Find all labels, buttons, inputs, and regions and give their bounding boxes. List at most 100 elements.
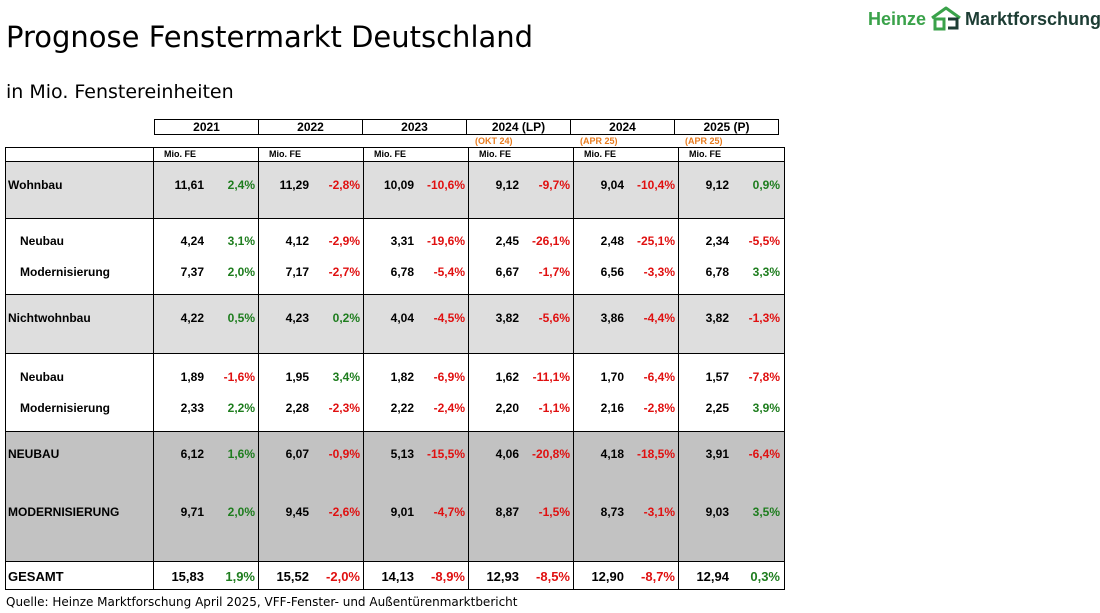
value-cell: 2,45 [495, 234, 519, 248]
value-cell: 3,31 [390, 234, 414, 248]
year-header-row: 2021 2022 2023 2024 (LP) 2024 2025 (P) [154, 119, 785, 135]
change-cell: -8,9% [431, 569, 465, 584]
value-cell: 2,28 [285, 401, 309, 415]
value-cell: 15,83 [171, 569, 204, 584]
group-divider-4 [6, 431, 784, 432]
column-annotation-4: (OKT 24) [475, 136, 513, 146]
change-cell: -1,5% [538, 505, 570, 519]
change-cell: -2,8% [643, 401, 675, 415]
value-cell: 15,52 [276, 569, 309, 584]
value-cell: 6,12 [180, 447, 204, 461]
change-cell: -10,4% [636, 178, 675, 192]
value-cell: 5,13 [390, 447, 414, 461]
row-label: NEUBAU [8, 447, 60, 461]
page-subtitle: in Mio. Fenstereinheiten [6, 81, 234, 103]
row-label: Modernisierung [20, 401, 111, 415]
row-band-3 [6, 294, 784, 353]
year-header-4: 2024 (LP) [466, 119, 571, 135]
change-cell: -8,5% [536, 569, 570, 584]
row-label: MODERNISIERUNG [8, 505, 120, 519]
value-cell: 3,86 [600, 311, 624, 325]
value-cell: 11,61 [174, 178, 204, 192]
change-cell: -0,9% [328, 447, 360, 461]
unit-label-5: Mio. FE [584, 149, 616, 159]
change-cell: -2,0% [326, 569, 360, 584]
value-cell: 3,91 [705, 447, 729, 461]
unit-label-6: Mio. FE [689, 149, 721, 159]
change-cell: -5,5% [748, 234, 780, 248]
change-cell: -20,8% [531, 447, 570, 461]
change-cell: -4,4% [643, 311, 675, 325]
value-cell: 6,56 [600, 265, 624, 279]
group-divider-3 [6, 353, 784, 354]
change-cell: -6,9% [433, 370, 465, 384]
value-cell: 1,57 [705, 370, 729, 384]
value-cell: 1,70 [600, 370, 624, 384]
row-label: GESAMT [8, 569, 64, 584]
value-cell: 4,06 [495, 447, 519, 461]
change-cell: 3,3% [752, 265, 780, 279]
change-cell: 2,2% [227, 401, 255, 415]
value-cell: 9,04 [600, 178, 624, 192]
change-cell: -5,4% [433, 265, 465, 279]
change-cell: -15,5% [426, 447, 465, 461]
value-cell: 1,89 [180, 370, 204, 384]
unit-label-1: Mio. FE [164, 149, 196, 159]
row-label: Modernisierung [20, 265, 111, 279]
column-divider-3 [363, 148, 364, 589]
row-label: Wohnbau [8, 178, 63, 192]
change-cell: 3,5% [752, 505, 780, 519]
value-cell: 6,07 [285, 447, 309, 461]
change-cell: -18,5% [636, 447, 675, 461]
value-cell: 12,94 [696, 569, 729, 584]
row-label: Neubau [20, 370, 65, 384]
change-cell: 2,0% [227, 505, 255, 519]
column-annotation-6: (APR 25) [685, 136, 723, 146]
value-cell: 2,25 [705, 401, 729, 415]
value-cell: 4,22 [180, 311, 204, 325]
value-cell: 12,93 [486, 569, 519, 584]
value-cell: 9,45 [285, 505, 309, 519]
value-cell: 4,24 [180, 234, 204, 248]
value-cell: 9,12 [495, 178, 519, 192]
change-cell: -1,6% [223, 370, 255, 384]
change-cell: 0,2% [332, 311, 360, 325]
change-cell: -8,7% [641, 569, 675, 584]
value-cell: 4,04 [390, 311, 414, 325]
change-cell: 0,5% [227, 311, 255, 325]
change-cell: 3,4% [332, 370, 360, 384]
page-title: Prognose Fenstermarkt Deutschland [6, 20, 534, 54]
change-cell: 0,3% [750, 569, 780, 584]
change-cell: 0,9% [752, 178, 780, 192]
value-cell: 2,20 [495, 401, 519, 415]
value-cell: 8,87 [495, 505, 519, 519]
change-cell: 1,6% [227, 447, 255, 461]
change-cell: 3,1% [227, 234, 255, 248]
change-cell: 1,9% [225, 569, 255, 584]
change-cell: -6,4% [748, 447, 780, 461]
change-cell: -2,9% [328, 234, 360, 248]
value-cell: 14,13 [381, 569, 414, 584]
change-cell: 3,9% [752, 401, 780, 415]
value-cell: 9,01 [390, 505, 414, 519]
row-band-6 [6, 561, 784, 589]
value-cell: 10,09 [383, 178, 414, 192]
unit-label-2: Mio. FE [269, 149, 301, 159]
column-divider-2 [258, 148, 259, 589]
value-cell: 2,16 [600, 401, 624, 415]
row-band-4 [6, 353, 784, 431]
change-cell: -2,7% [328, 265, 360, 279]
value-cell: 9,12 [705, 178, 729, 192]
change-cell: -26,1% [531, 234, 570, 248]
change-cell: -1,7% [538, 265, 570, 279]
group-divider-2 [6, 294, 784, 295]
value-cell: 2,48 [600, 234, 624, 248]
year-header-3: 2023 [362, 119, 467, 135]
value-cell: 6,78 [390, 265, 414, 279]
change-cell: -2,3% [328, 401, 360, 415]
year-header-6: 2025 (P) [674, 119, 779, 135]
value-cell: 9,71 [180, 505, 204, 519]
value-cell: 2,22 [390, 401, 414, 415]
year-header-1: 2021 [154, 119, 259, 135]
value-cell: 4,23 [285, 311, 309, 325]
